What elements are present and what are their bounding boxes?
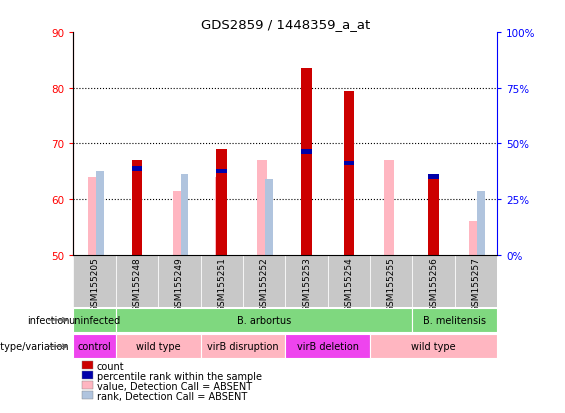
Bar	[116, 308, 412, 332]
Bar	[266, 180, 273, 255]
Text: GSM155254: GSM155254	[345, 256, 353, 311]
Text: GSM155255: GSM155255	[387, 256, 396, 311]
Text: GSM155251: GSM155251	[218, 256, 226, 311]
Text: value, Detection Call = ABSENT: value, Detection Call = ABSENT	[97, 381, 252, 391]
Text: GSM155205: GSM155205	[90, 256, 99, 311]
Bar	[132, 167, 142, 171]
Bar	[428, 175, 439, 180]
Bar	[73, 335, 116, 358]
Text: virB deletion: virB deletion	[297, 342, 359, 351]
Bar	[428, 177, 439, 255]
Bar	[285, 255, 328, 307]
Text: virB disruption: virB disruption	[207, 342, 279, 351]
Bar	[82, 361, 93, 370]
Text: B. arbortus: B. arbortus	[237, 315, 292, 325]
Bar	[384, 161, 394, 255]
Bar	[243, 255, 285, 307]
Bar	[116, 255, 158, 307]
Bar	[96, 172, 103, 255]
Text: genotype/variation: genotype/variation	[0, 342, 69, 351]
Bar	[82, 371, 93, 380]
Text: GSM155252: GSM155252	[260, 256, 268, 311]
Text: uninfected: uninfected	[68, 315, 121, 325]
Bar	[412, 255, 455, 307]
Bar	[216, 169, 227, 174]
Bar	[88, 177, 97, 255]
Text: B. melitensis: B. melitensis	[423, 315, 486, 325]
Bar	[301, 150, 312, 154]
Bar	[216, 150, 227, 255]
Bar	[301, 69, 312, 255]
Bar	[82, 391, 93, 399]
Bar	[215, 177, 224, 255]
Bar	[370, 255, 412, 307]
Text: rank, Detection Call = ABSENT: rank, Detection Call = ABSENT	[97, 391, 247, 401]
Bar	[258, 161, 267, 255]
Text: GSM155256: GSM155256	[429, 256, 438, 311]
Bar	[82, 381, 93, 389]
Bar	[73, 255, 116, 307]
Bar	[455, 255, 497, 307]
Text: GSM155253: GSM155253	[302, 256, 311, 311]
Text: wild type: wild type	[136, 342, 180, 351]
Title: GDS2859 / 1448359_a_at: GDS2859 / 1448359_a_at	[201, 17, 370, 31]
Bar	[116, 335, 201, 358]
Text: GSM155248: GSM155248	[133, 256, 141, 311]
Bar	[73, 308, 116, 332]
Bar	[344, 91, 354, 255]
Bar	[201, 255, 243, 307]
Bar	[285, 335, 370, 358]
Bar	[132, 161, 142, 255]
Text: GSM155257: GSM155257	[472, 256, 480, 311]
Bar	[477, 191, 485, 255]
Bar	[412, 308, 497, 332]
Text: GSM155249: GSM155249	[175, 256, 184, 311]
Bar	[201, 335, 285, 358]
Bar	[158, 255, 201, 307]
Text: percentile rank within the sample: percentile rank within the sample	[97, 371, 262, 381]
Text: wild type: wild type	[411, 342, 456, 351]
Bar	[173, 191, 182, 255]
Bar	[328, 255, 370, 307]
Text: infection: infection	[27, 315, 69, 325]
Bar	[181, 175, 188, 255]
Bar	[370, 335, 497, 358]
Text: control: control	[78, 342, 111, 351]
Text: count: count	[97, 361, 124, 371]
Bar	[469, 222, 479, 255]
Bar	[344, 161, 354, 166]
